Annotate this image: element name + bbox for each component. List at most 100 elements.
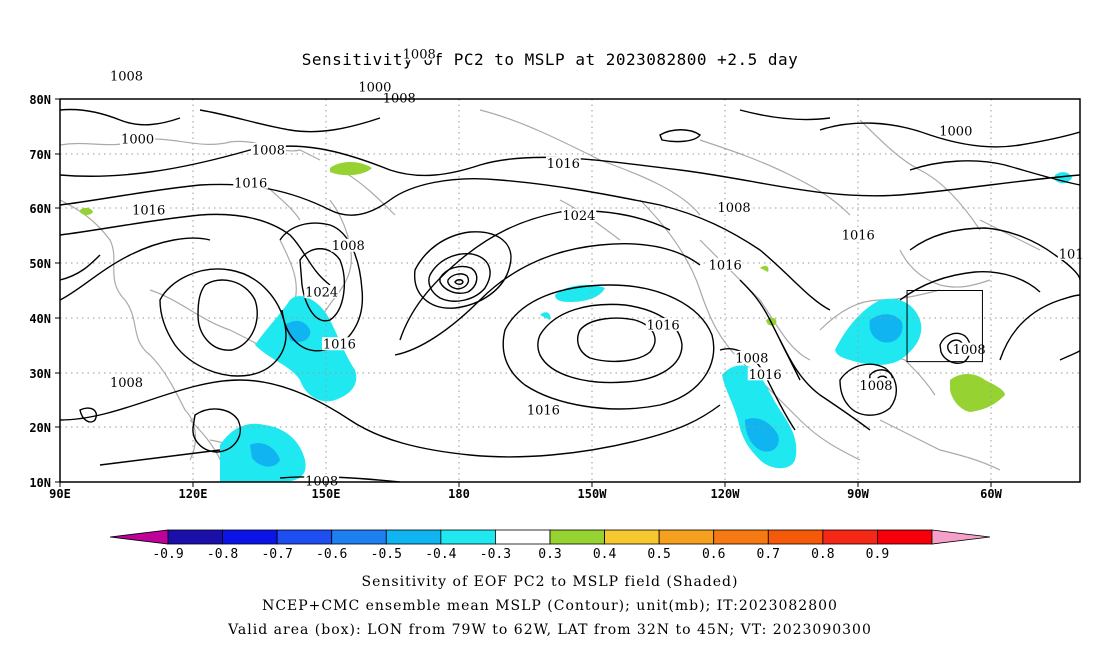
lat-label: 70N — [29, 148, 51, 162]
colorbar-swatch — [931, 529, 991, 545]
contour-label: 1016 — [527, 403, 560, 418]
contour-label: 1016 — [547, 157, 580, 172]
colorbar-label: 0.7 — [757, 547, 780, 562]
lat-label: 60N — [29, 202, 51, 216]
contour-label: 101 — [1059, 247, 1084, 262]
contour-label-bg — [109, 69, 144, 83]
lon-label: 180 — [448, 487, 470, 501]
contour-label: 1000 — [358, 81, 391, 96]
colorbar-swatch — [877, 529, 933, 545]
contour-label: 1016 — [132, 204, 165, 219]
contour-label-bg — [131, 203, 167, 217]
lon-label: 60W — [980, 487, 1002, 501]
colorbar-swatch — [767, 529, 824, 545]
contour-label: 1008 — [110, 376, 143, 391]
colorbar-swatch — [822, 529, 878, 545]
colorbar-label: -0.8 — [207, 547, 238, 562]
contour-label: 1016 — [323, 338, 356, 353]
colorbar-swatch — [549, 529, 605, 545]
contour-label-bg — [645, 318, 681, 332]
lat-label: 50N — [29, 257, 51, 271]
colorbar-swatch — [604, 529, 660, 545]
contour-label-bg — [840, 227, 876, 241]
lon-label: 150E — [312, 487, 341, 501]
colorbar-swatch — [167, 529, 223, 545]
contour-label: 1016 — [647, 319, 680, 334]
contour-label-bg — [707, 257, 743, 271]
contour-label-bg — [747, 367, 783, 381]
contour-labels: 1000 1008 1016 1016 1008 1024 1016 1008 1008 1008… — [109, 47, 1085, 490]
colorbar-swatch — [276, 529, 333, 545]
footer-line-2: NCEP+CMC ensemble mean MSLP (Contour); u… — [262, 598, 838, 614]
lat-label: 10N — [29, 476, 51, 490]
contour-label: 1008 — [332, 239, 365, 254]
colorbar-swatch — [385, 529, 442, 545]
contour-label-bg — [321, 337, 357, 351]
map-frame — [59, 98, 1081, 483]
lon-label: 90W — [847, 487, 869, 501]
footer-line-1: Sensitivity of EOF PC2 to MSLP field (Sh… — [361, 574, 739, 590]
colorbar: -0.9 -0.8 -0.7 -0.6 -0.5 -0.4 -0.3 0.3 0.4 0.5 0.6… — [109, 529, 991, 562]
lat-axis-labels: 80N 70N 60N 50N 40N 30N 20N 10N — [29, 93, 51, 490]
isobar-contours — [60, 108, 1080, 482]
colorbar-label: 0.6 — [702, 547, 725, 562]
contour-label-bg — [120, 132, 156, 146]
colorbar-swatch — [713, 529, 769, 545]
contour-label: 1008 — [735, 351, 768, 366]
contour-label: 1008 — [859, 379, 892, 394]
colorbar-label: -0.7 — [261, 547, 292, 562]
colorbar-label: 0.9 — [866, 547, 889, 562]
contour-label: 1008 — [718, 201, 751, 216]
contour-label-bg — [525, 402, 561, 416]
contour-label: 1008 — [252, 143, 285, 158]
contour-label-bg — [561, 208, 597, 222]
contour-label: 1008 — [953, 343, 986, 358]
contour-label: 1024 — [305, 286, 338, 301]
colorbar-swatch — [658, 529, 715, 545]
lon-axis-labels: 90E 120E 150E 180 150W 120W 90W 60W — [49, 487, 1002, 501]
colorbar-label: -0.3 — [480, 547, 511, 562]
contour-label-bg — [716, 200, 752, 214]
contour-label-bg — [381, 91, 417, 104]
lat-label: 80N — [29, 93, 51, 107]
colorbar-label: 0.4 — [593, 547, 617, 562]
contour-label-bg — [251, 142, 286, 156]
contour-label: 1000 — [939, 124, 972, 139]
contour-label: 1008 — [110, 70, 143, 85]
colorbar-label: -0.9 — [152, 547, 183, 562]
colorbar-label: -0.6 — [316, 547, 347, 562]
colorbar-label: 0.8 — [811, 547, 834, 562]
contour-label: 1024 — [562, 209, 595, 224]
colorbar-swatch — [222, 529, 278, 545]
lon-label: 150W — [578, 487, 608, 501]
lat-label: 40N — [29, 312, 51, 326]
footer-line-3: Valid area (box): LON from 79W to 62W, L… — [228, 622, 872, 638]
lon-label: 120E — [179, 487, 208, 501]
contour-label-bg — [109, 375, 144, 389]
contour-label-bg — [734, 350, 770, 364]
contour-label-bg — [938, 123, 974, 137]
contour-label-bg — [233, 175, 269, 189]
colorbar-swatch — [495, 529, 551, 545]
contour-label-bg — [545, 156, 581, 170]
colorbar-swatch — [440, 529, 496, 545]
colorbar-swatch — [331, 529, 387, 545]
contour-label-bg — [1057, 246, 1085, 260]
contour-label: 1008 — [403, 48, 436, 63]
colorbar-label: 0.3 — [538, 547, 561, 562]
contour-label-bg — [357, 80, 393, 94]
valid-area-box — [906, 290, 983, 363]
contour-label-bg — [401, 47, 437, 61]
colorbar-label: 0.5 — [647, 547, 670, 562]
contour-label-bg — [304, 474, 340, 487]
contour-label-bg — [858, 378, 894, 392]
contour-label: 1000 — [121, 133, 154, 148]
lat-label: 20N — [29, 421, 51, 435]
colorbar-label: -0.5 — [371, 547, 402, 562]
contour-label-bg — [951, 342, 987, 356]
contour-label-bg — [330, 238, 366, 252]
grid-lines — [60, 99, 1080, 482]
contour-label-bg — [304, 285, 340, 299]
lon-label: 120W — [711, 487, 741, 501]
